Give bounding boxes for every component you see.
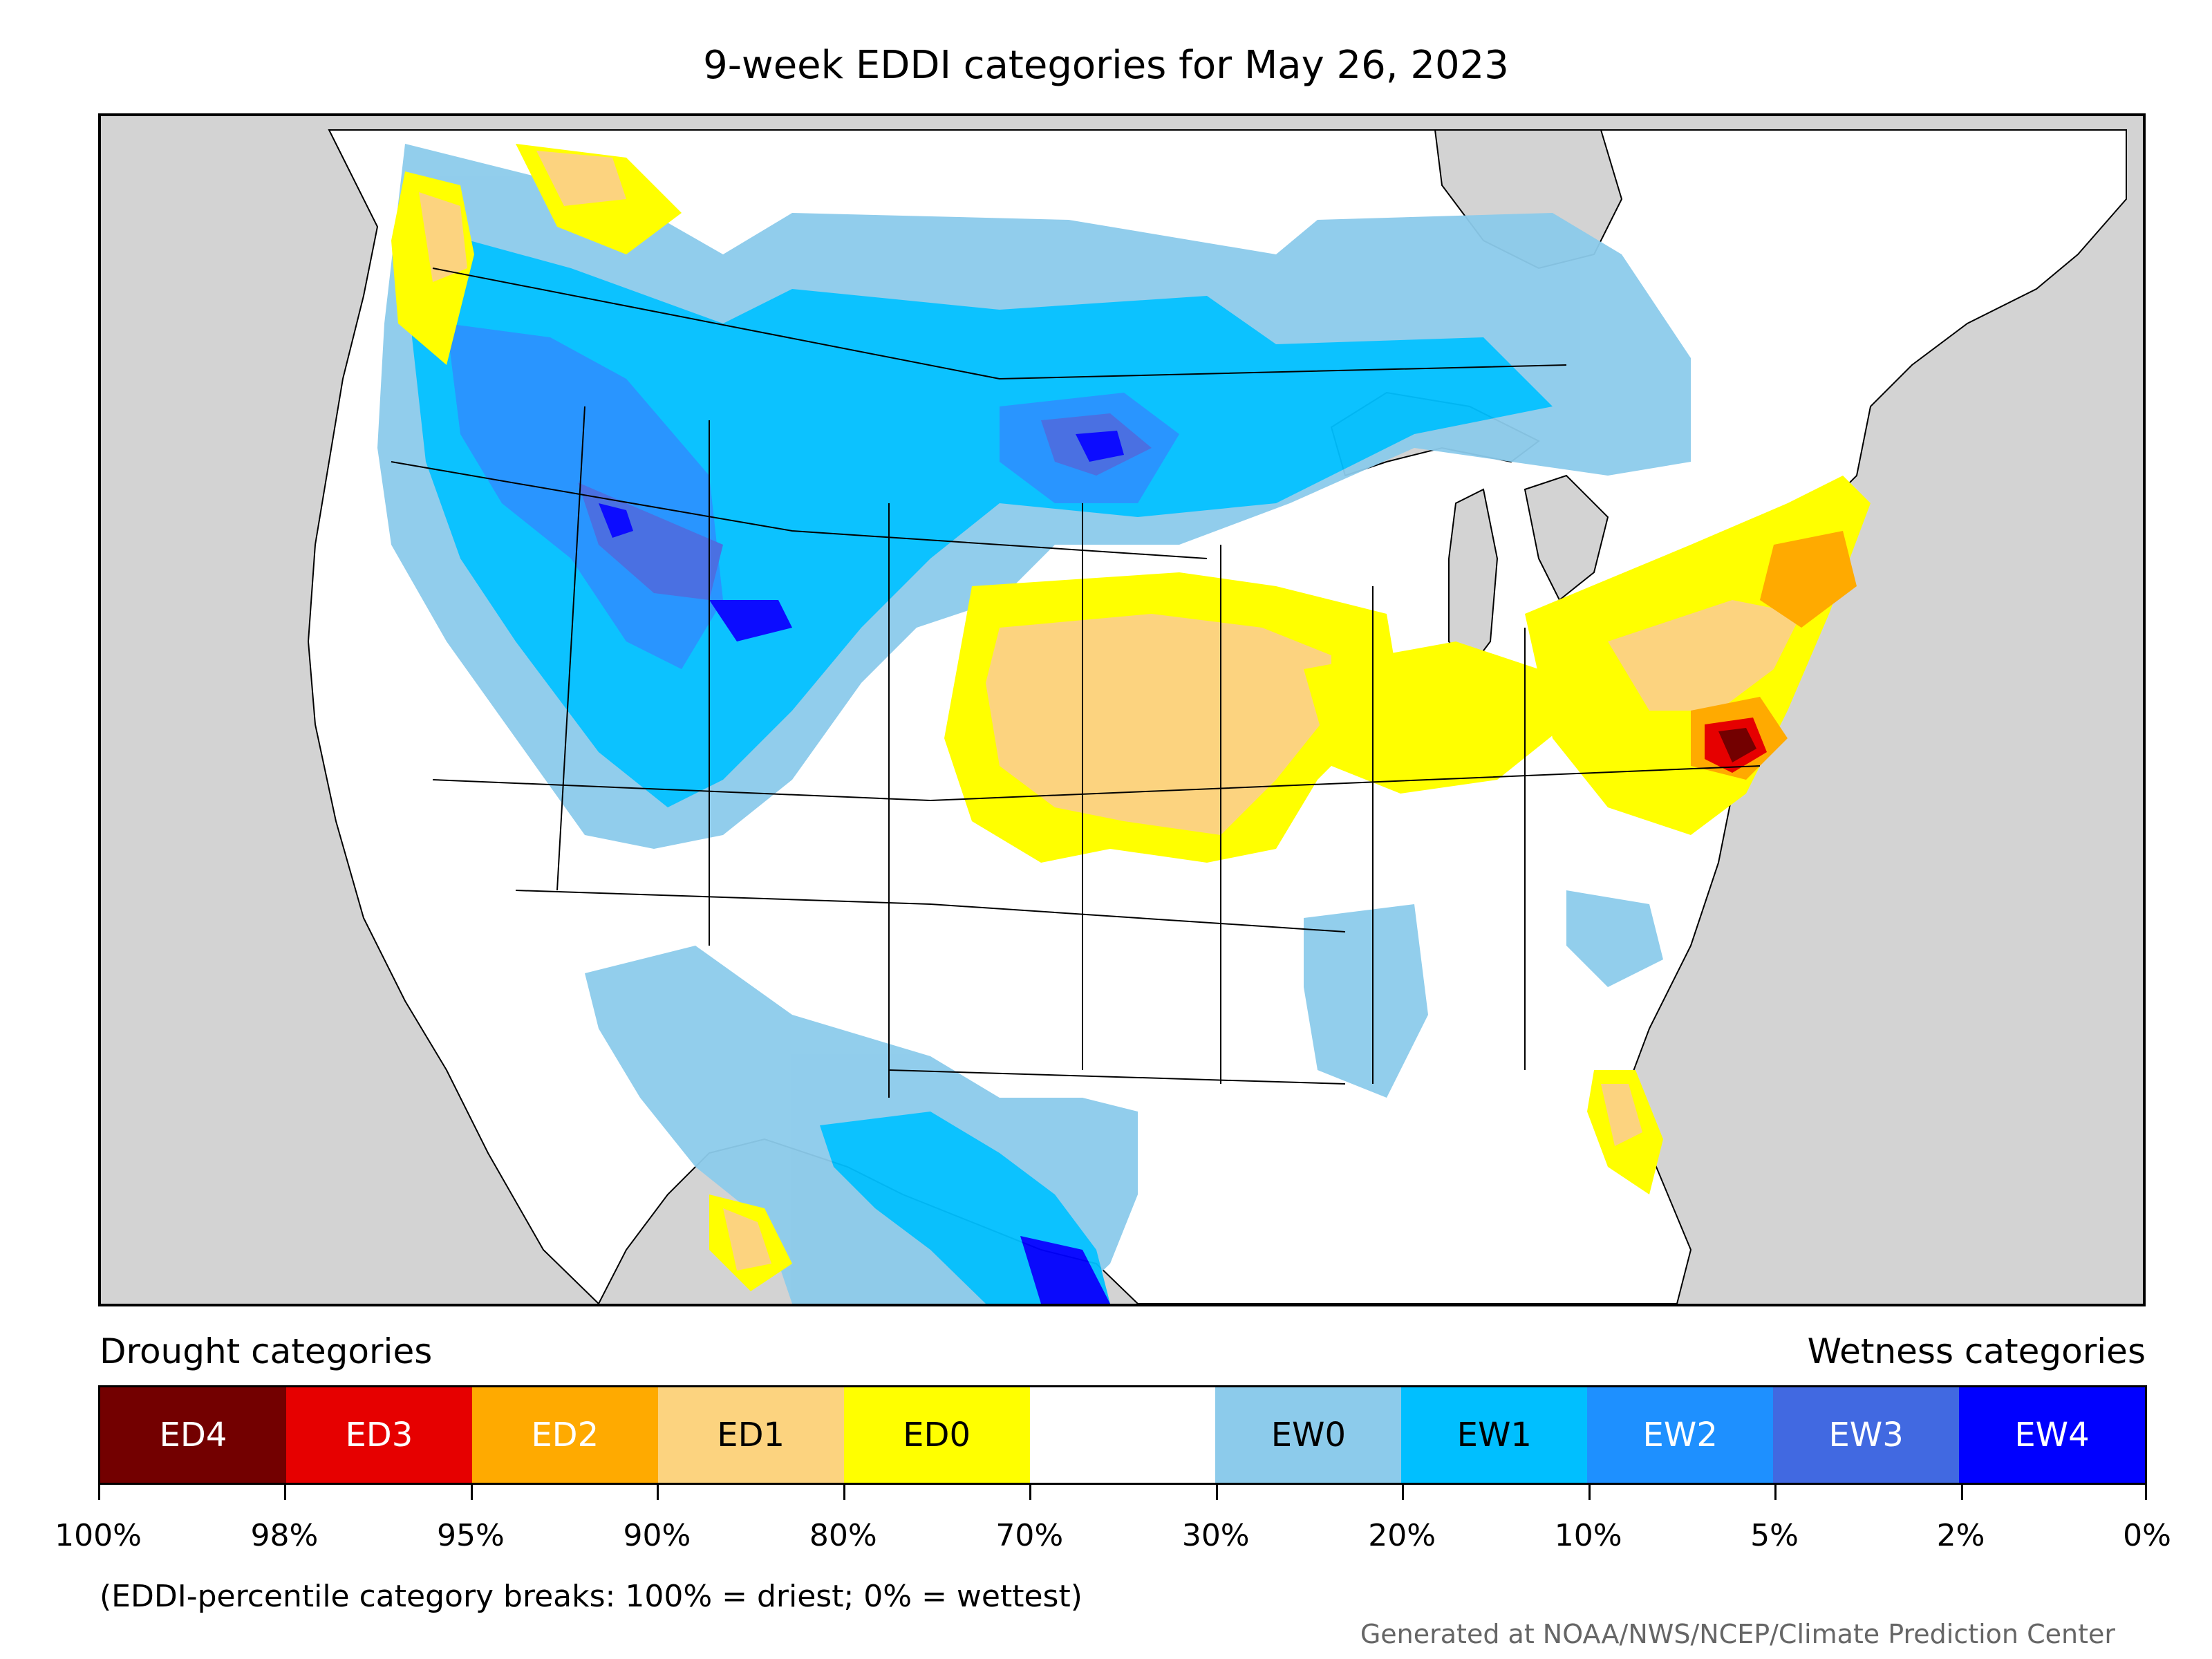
colorbar-tick-label: 90%: [623, 1518, 691, 1553]
eddi-map: [98, 113, 2146, 1306]
colorbar-segment: [1029, 1387, 1216, 1483]
colorbar-tick: [843, 1485, 845, 1500]
lake-huron: [1524, 474, 1609, 601]
boundaries: [391, 268, 1761, 1098]
colorbar-segment: ED1: [657, 1387, 844, 1483]
category-colorbar: ED4 ED3 ED2 ED1 ED0 EW0 EW1 EW2 EW3 EW4: [98, 1385, 2147, 1485]
map-title: 9-week EDDI categories for May 26, 2023: [703, 43, 1509, 88]
colorbar-tick-label: 0%: [2123, 1518, 2171, 1553]
drought-categories-heading: Drought categories: [100, 1331, 433, 1371]
colorbar-tick-label: 80%: [809, 1518, 877, 1553]
colorbar-tick: [2145, 1485, 2147, 1500]
colorbar-tick: [1774, 1485, 1777, 1500]
colorbar-ticks: [98, 1485, 2147, 1501]
colorbar-tick: [657, 1485, 659, 1500]
colorbar-tick-label: 5%: [1750, 1518, 1799, 1553]
map-canvas: [101, 116, 2143, 1304]
colorbar-tick-label: 100%: [55, 1518, 142, 1553]
colorbar-tick: [1215, 1485, 1218, 1500]
colorbar-segment: EW0: [1215, 1387, 1402, 1483]
colorbar-segment: ED0: [843, 1387, 1030, 1483]
colorbar-tick: [1960, 1485, 1963, 1500]
category-footnote: (EDDI-percentile category breaks: 100% =…: [100, 1579, 1082, 1614]
colorbar-tick: [1402, 1485, 1405, 1500]
credit-line: Generated at NOAA/NWS/NCEP/Climate Predi…: [1360, 1619, 2115, 1649]
colorbar-tick: [284, 1485, 287, 1500]
colorbar-tick-label: 10%: [1554, 1518, 1622, 1553]
colorbar-segment: EW3: [1773, 1387, 1960, 1483]
colorbar-tick-label: 30%: [1181, 1518, 1250, 1553]
colorbar-segment: ED2: [471, 1387, 658, 1483]
colorbar-tick: [98, 1485, 100, 1500]
colorbar-segment: EW2: [1587, 1387, 1774, 1483]
colorbar-tick-label: 98%: [250, 1518, 319, 1553]
drought-regions: [391, 144, 1871, 1291]
colorbar-tick: [1029, 1485, 1032, 1500]
colorbar-tick-label: 2%: [1936, 1518, 1985, 1553]
colorbar-tick-label: 70%: [995, 1518, 1064, 1553]
colorbar-segment: EW4: [1959, 1387, 2145, 1483]
colorbar-segment: EW1: [1401, 1387, 1588, 1483]
colorbar-tick: [1588, 1485, 1591, 1500]
colorbar-tick-label: 95%: [437, 1518, 505, 1553]
colorbar-segment: ED4: [100, 1387, 286, 1483]
colorbar-segment: ED3: [285, 1387, 472, 1483]
colorbar-tick-label: 20%: [1368, 1518, 1436, 1553]
colorbar-tick: [470, 1485, 473, 1500]
wetness-categories-heading: Wetness categories: [1807, 1331, 2146, 1371]
